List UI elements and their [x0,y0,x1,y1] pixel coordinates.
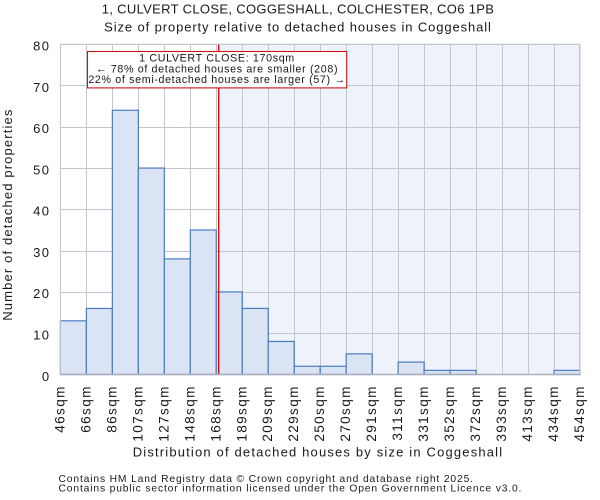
svg-text:Distribution of detached house: Distribution of detached houses by size … [133,445,504,460]
svg-text:229sqm: 229sqm [286,385,301,441]
svg-text:46sqm: 46sqm [52,385,67,433]
svg-text:30: 30 [33,245,50,260]
svg-text:291sqm: 291sqm [364,385,379,441]
svg-text:270sqm: 270sqm [338,385,353,441]
svg-text:352sqm: 352sqm [442,385,457,441]
svg-text:66sqm: 66sqm [78,385,93,433]
svg-text:Number of detached properties: Number of detached properties [0,108,15,320]
svg-text:209sqm: 209sqm [260,385,275,441]
svg-text:0: 0 [42,369,51,384]
svg-text:20: 20 [33,286,50,301]
svg-text:80: 80 [33,39,50,54]
svg-text:40: 40 [33,204,50,219]
svg-text:86sqm: 86sqm [104,385,119,433]
svg-text:107sqm: 107sqm [130,385,145,441]
svg-text:393sqm: 393sqm [494,385,509,441]
svg-text:127sqm: 127sqm [156,385,171,441]
svg-text:189sqm: 189sqm [234,385,249,441]
svg-text:372sqm: 372sqm [468,385,483,441]
svg-text:← 78% of detached houses are s: ← 78% of detached houses are smaller (20… [96,63,338,75]
svg-text:Size of property relative to d: Size of property relative to detached ho… [104,20,492,35]
svg-text:22% of semi-detached houses ar: 22% of semi-detached houses are larger (… [88,74,345,86]
svg-text:70: 70 [33,80,50,95]
svg-text:1, CULVERT CLOSE, COGGESHALL,: 1, CULVERT CLOSE, COGGESHALL, COLCHESTER… [102,1,495,16]
svg-text:60: 60 [33,121,50,136]
svg-text:Contains HM Land Registry data: Contains HM Land Registry data © Crown c… [59,474,474,485]
svg-text:454sqm: 454sqm [572,385,587,441]
svg-text:50: 50 [33,162,50,177]
svg-text:10: 10 [33,328,50,343]
svg-text:331sqm: 331sqm [416,385,431,441]
svg-text:434sqm: 434sqm [546,385,561,441]
svg-text:Contains public sector informa: Contains public sector information licen… [59,484,523,495]
svg-text:168sqm: 168sqm [208,385,223,441]
svg-text:413sqm: 413sqm [520,385,535,441]
svg-text:250sqm: 250sqm [312,385,327,441]
svg-text:1 CULVERT CLOSE: 170sqm: 1 CULVERT CLOSE: 170sqm [139,53,295,65]
svg-text:311sqm: 311sqm [390,385,405,440]
svg-text:148sqm: 148sqm [182,385,197,441]
